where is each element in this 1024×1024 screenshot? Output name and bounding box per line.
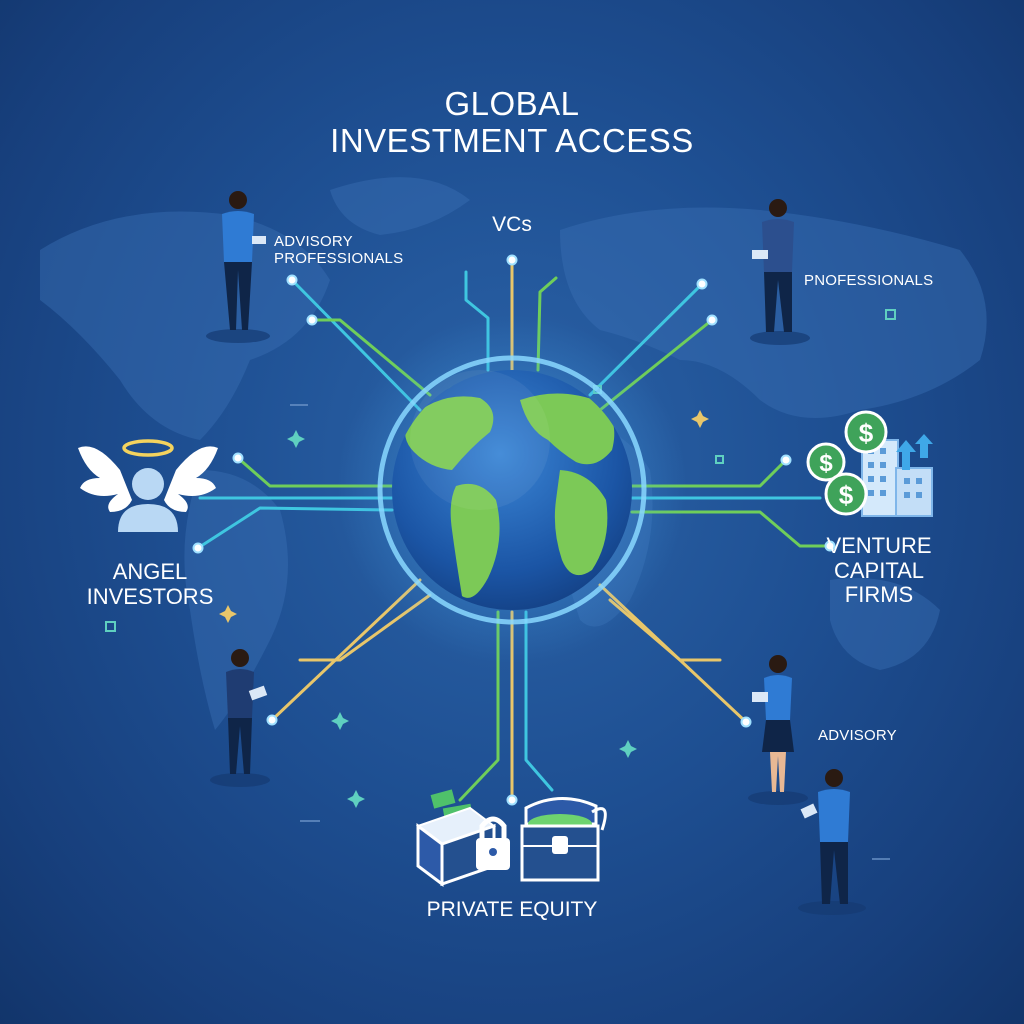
coin-symbol: $ bbox=[839, 480, 854, 510]
coin-symbol: $ bbox=[819, 450, 833, 477]
money-coin-icons: $ $ $ bbox=[806, 410, 888, 516]
page-title: GLOBAL INVESTMENT ACCESS bbox=[262, 85, 762, 160]
label-angel-line-2: INVESTORS bbox=[86, 583, 214, 609]
label-private-equity: PRIVATE EQUITY bbox=[426, 898, 598, 921]
label-vcs: VCs bbox=[492, 213, 532, 236]
label-venture-capital-firms: VENTURE CAPITAL FIRMS bbox=[804, 533, 954, 608]
treasure-chest-icons bbox=[415, 789, 607, 887]
label-advisory-professionals: ADVISORY PROFESSIONALS bbox=[274, 233, 424, 268]
decorative-marks bbox=[290, 404, 890, 860]
label-angel-investors: ANGEL INVESTORS bbox=[70, 559, 230, 609]
label-venture-line-2: CAPITAL bbox=[833, 557, 925, 583]
title-line-1: GLOBAL bbox=[444, 85, 580, 122]
title-line-2: INVESTMENT ACCESS bbox=[330, 121, 694, 159]
line-bottomright-2 bbox=[608, 598, 722, 662]
label-advisory: ADVISORY bbox=[818, 727, 897, 744]
globe-icon bbox=[337, 315, 687, 665]
venture-capital-icon bbox=[861, 434, 933, 517]
person-advisory-right-man bbox=[798, 769, 866, 915]
label-advisory-line-2: PROFESSIONALS bbox=[274, 249, 404, 267]
label-venture-line-3: FIRMS bbox=[844, 582, 914, 608]
label-advisory-line-1: ADVISORY bbox=[274, 233, 353, 250]
label-angel-line-1: ANGEL bbox=[112, 559, 188, 584]
label-professionals: PNOFESSIONALS bbox=[804, 272, 934, 289]
person-professionals-topright bbox=[750, 199, 810, 345]
coin-symbol: $ bbox=[859, 418, 874, 448]
angel-investor-icon bbox=[78, 439, 218, 532]
line-venture-3 bbox=[630, 510, 832, 548]
label-venture-line-1: VENTURE bbox=[826, 533, 932, 558]
line-endpoints bbox=[192, 254, 836, 806]
person-advisory-right-woman bbox=[748, 655, 808, 805]
person-bottomleft bbox=[210, 649, 270, 787]
person-advisory-topleft bbox=[206, 191, 270, 343]
